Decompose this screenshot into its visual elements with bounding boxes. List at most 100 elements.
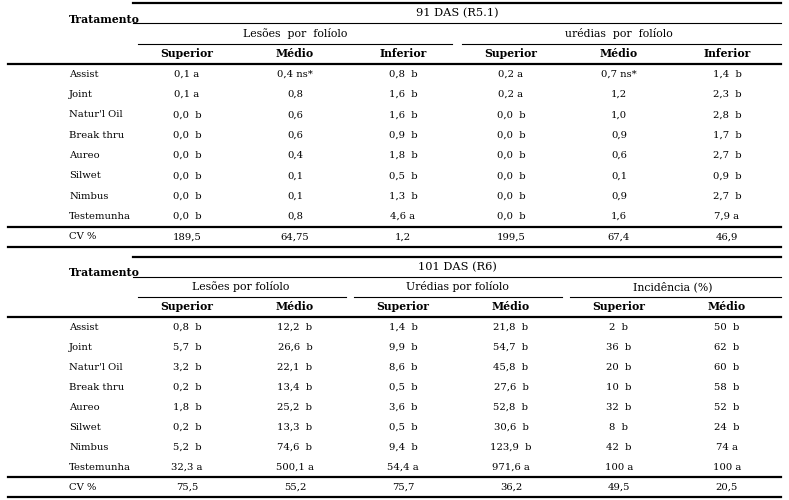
Text: 0,0  b: 0,0 b — [173, 172, 201, 180]
Text: 20  b: 20 b — [606, 362, 632, 372]
Text: 49,5: 49,5 — [608, 482, 630, 492]
Text: 75,5: 75,5 — [176, 482, 198, 492]
Text: 0,0  b: 0,0 b — [497, 130, 525, 140]
Text: 1,4  b: 1,4 b — [712, 70, 742, 78]
Text: 1,7  b: 1,7 b — [712, 130, 742, 140]
Text: Silwet: Silwet — [69, 422, 101, 432]
Text: 0,0  b: 0,0 b — [497, 151, 525, 160]
Text: 0,5  b: 0,5 b — [389, 172, 417, 180]
Text: Médio: Médio — [276, 48, 314, 60]
Text: Superior: Superior — [484, 48, 537, 60]
Text: 0,9: 0,9 — [611, 192, 627, 200]
Text: Testemunha: Testemunha — [69, 212, 131, 221]
Text: 0,0  b: 0,0 b — [173, 130, 201, 140]
Text: Assist: Assist — [69, 70, 99, 78]
Text: 10  b: 10 b — [606, 382, 632, 392]
Text: 0,8  b: 0,8 b — [389, 70, 417, 78]
Text: Nimbus: Nimbus — [69, 442, 108, 452]
Text: 50  b: 50 b — [714, 322, 739, 332]
Text: Tratamento: Tratamento — [69, 14, 140, 25]
Text: 1,6: 1,6 — [611, 212, 627, 221]
Text: 0,9  b: 0,9 b — [389, 130, 417, 140]
Text: Inferior: Inferior — [703, 48, 750, 60]
Text: CV %: CV % — [69, 232, 96, 241]
Text: 32,3 a: 32,3 a — [171, 462, 203, 471]
Text: 8,6  b: 8,6 b — [389, 362, 417, 372]
Text: Aureo: Aureo — [69, 151, 99, 160]
Text: 91 DAS (R5.1): 91 DAS (R5.1) — [416, 8, 499, 18]
Text: 4,6 a: 4,6 a — [391, 212, 416, 221]
Text: 2,7  b: 2,7 b — [712, 192, 742, 200]
Text: Superior: Superior — [593, 302, 645, 312]
Text: 1,8  b: 1,8 b — [389, 151, 417, 160]
Text: 8  b: 8 b — [609, 422, 629, 432]
Text: 0,0  b: 0,0 b — [173, 110, 201, 120]
Text: 25,2  b: 25,2 b — [278, 402, 312, 411]
Text: 9,9  b: 9,9 b — [389, 342, 417, 351]
Text: Testemunha: Testemunha — [69, 462, 131, 471]
Text: 12,2  b: 12,2 b — [278, 322, 312, 332]
Text: Superior: Superior — [376, 302, 429, 312]
Text: 1,2: 1,2 — [611, 90, 627, 99]
Text: Médio: Médio — [600, 48, 638, 60]
Text: 0,7 ns*: 0,7 ns* — [601, 70, 637, 78]
Text: 46,9: 46,9 — [716, 232, 739, 241]
Text: Inferior: Inferior — [380, 48, 427, 60]
Text: 0,2 a: 0,2 a — [499, 70, 524, 78]
Text: 58  b: 58 b — [714, 382, 739, 392]
Text: 2  b: 2 b — [609, 322, 629, 332]
Text: 0,1: 0,1 — [611, 172, 627, 180]
Text: 1,0: 1,0 — [611, 110, 627, 120]
Text: 0,4 ns*: 0,4 ns* — [277, 70, 313, 78]
Text: Nimbus: Nimbus — [69, 192, 108, 200]
Text: 36,2: 36,2 — [500, 482, 522, 492]
Text: 0,6: 0,6 — [611, 151, 627, 160]
Text: 0,8: 0,8 — [287, 90, 303, 99]
Text: Natur'l Oil: Natur'l Oil — [69, 110, 122, 120]
Text: Break thru: Break thru — [69, 382, 124, 392]
Text: 0,2  b: 0,2 b — [173, 382, 201, 392]
Text: 0,5  b: 0,5 b — [389, 382, 417, 392]
Text: 1,2: 1,2 — [395, 232, 411, 241]
Text: Incidência (%): Incidência (%) — [634, 282, 712, 292]
Text: 60  b: 60 b — [714, 362, 739, 372]
Text: 52,8  b: 52,8 b — [493, 402, 529, 411]
Text: Lesões  por  folíolo: Lesões por folíolo — [243, 28, 347, 39]
Text: 62  b: 62 b — [714, 342, 739, 351]
Text: Médio: Médio — [492, 302, 530, 312]
Text: 67,4: 67,4 — [608, 232, 630, 241]
Text: Médio: Médio — [276, 302, 314, 312]
Text: Joint: Joint — [69, 90, 93, 99]
Text: 64,75: 64,75 — [281, 232, 309, 241]
Text: 13,3  b: 13,3 b — [278, 422, 312, 432]
Text: Break thru: Break thru — [69, 130, 124, 140]
Text: 74,6  b: 74,6 b — [278, 442, 312, 452]
Text: 52  b: 52 b — [714, 402, 739, 411]
Text: 100 a: 100 a — [605, 462, 634, 471]
Text: 30,6  b: 30,6 b — [494, 422, 529, 432]
Text: Lesões por folíolo: Lesões por folíolo — [193, 282, 290, 292]
Text: 0,0  b: 0,0 b — [173, 212, 201, 221]
Text: CV %: CV % — [69, 482, 96, 492]
Text: 101 DAS (R6): 101 DAS (R6) — [417, 262, 496, 272]
Text: 971,6 a: 971,6 a — [492, 462, 530, 471]
Text: 0,1 a: 0,1 a — [174, 90, 200, 99]
Text: 0,0  b: 0,0 b — [497, 110, 525, 120]
Text: 0,5  b: 0,5 b — [389, 422, 417, 432]
Text: Joint: Joint — [69, 342, 93, 351]
Text: 5,7  b: 5,7 b — [173, 342, 201, 351]
Text: 24  b: 24 b — [714, 422, 740, 432]
Text: 45,8  b: 45,8 b — [493, 362, 529, 372]
Text: 74 a: 74 a — [716, 442, 738, 452]
Text: 0,0  b: 0,0 b — [173, 151, 201, 160]
Text: 1,3  b: 1,3 b — [389, 192, 417, 200]
Text: 22,1  b: 22,1 b — [278, 362, 312, 372]
Text: Urédias por folíolo: Urédias por folíolo — [406, 282, 508, 292]
Text: 0,0  b: 0,0 b — [497, 212, 525, 221]
Text: 27,6  b: 27,6 b — [494, 382, 529, 392]
Text: 0,2  b: 0,2 b — [173, 422, 201, 432]
Text: Assist: Assist — [69, 322, 99, 332]
Text: 42  b: 42 b — [606, 442, 632, 452]
Text: 0,0  b: 0,0 b — [173, 192, 201, 200]
Text: 189,5: 189,5 — [173, 232, 201, 241]
